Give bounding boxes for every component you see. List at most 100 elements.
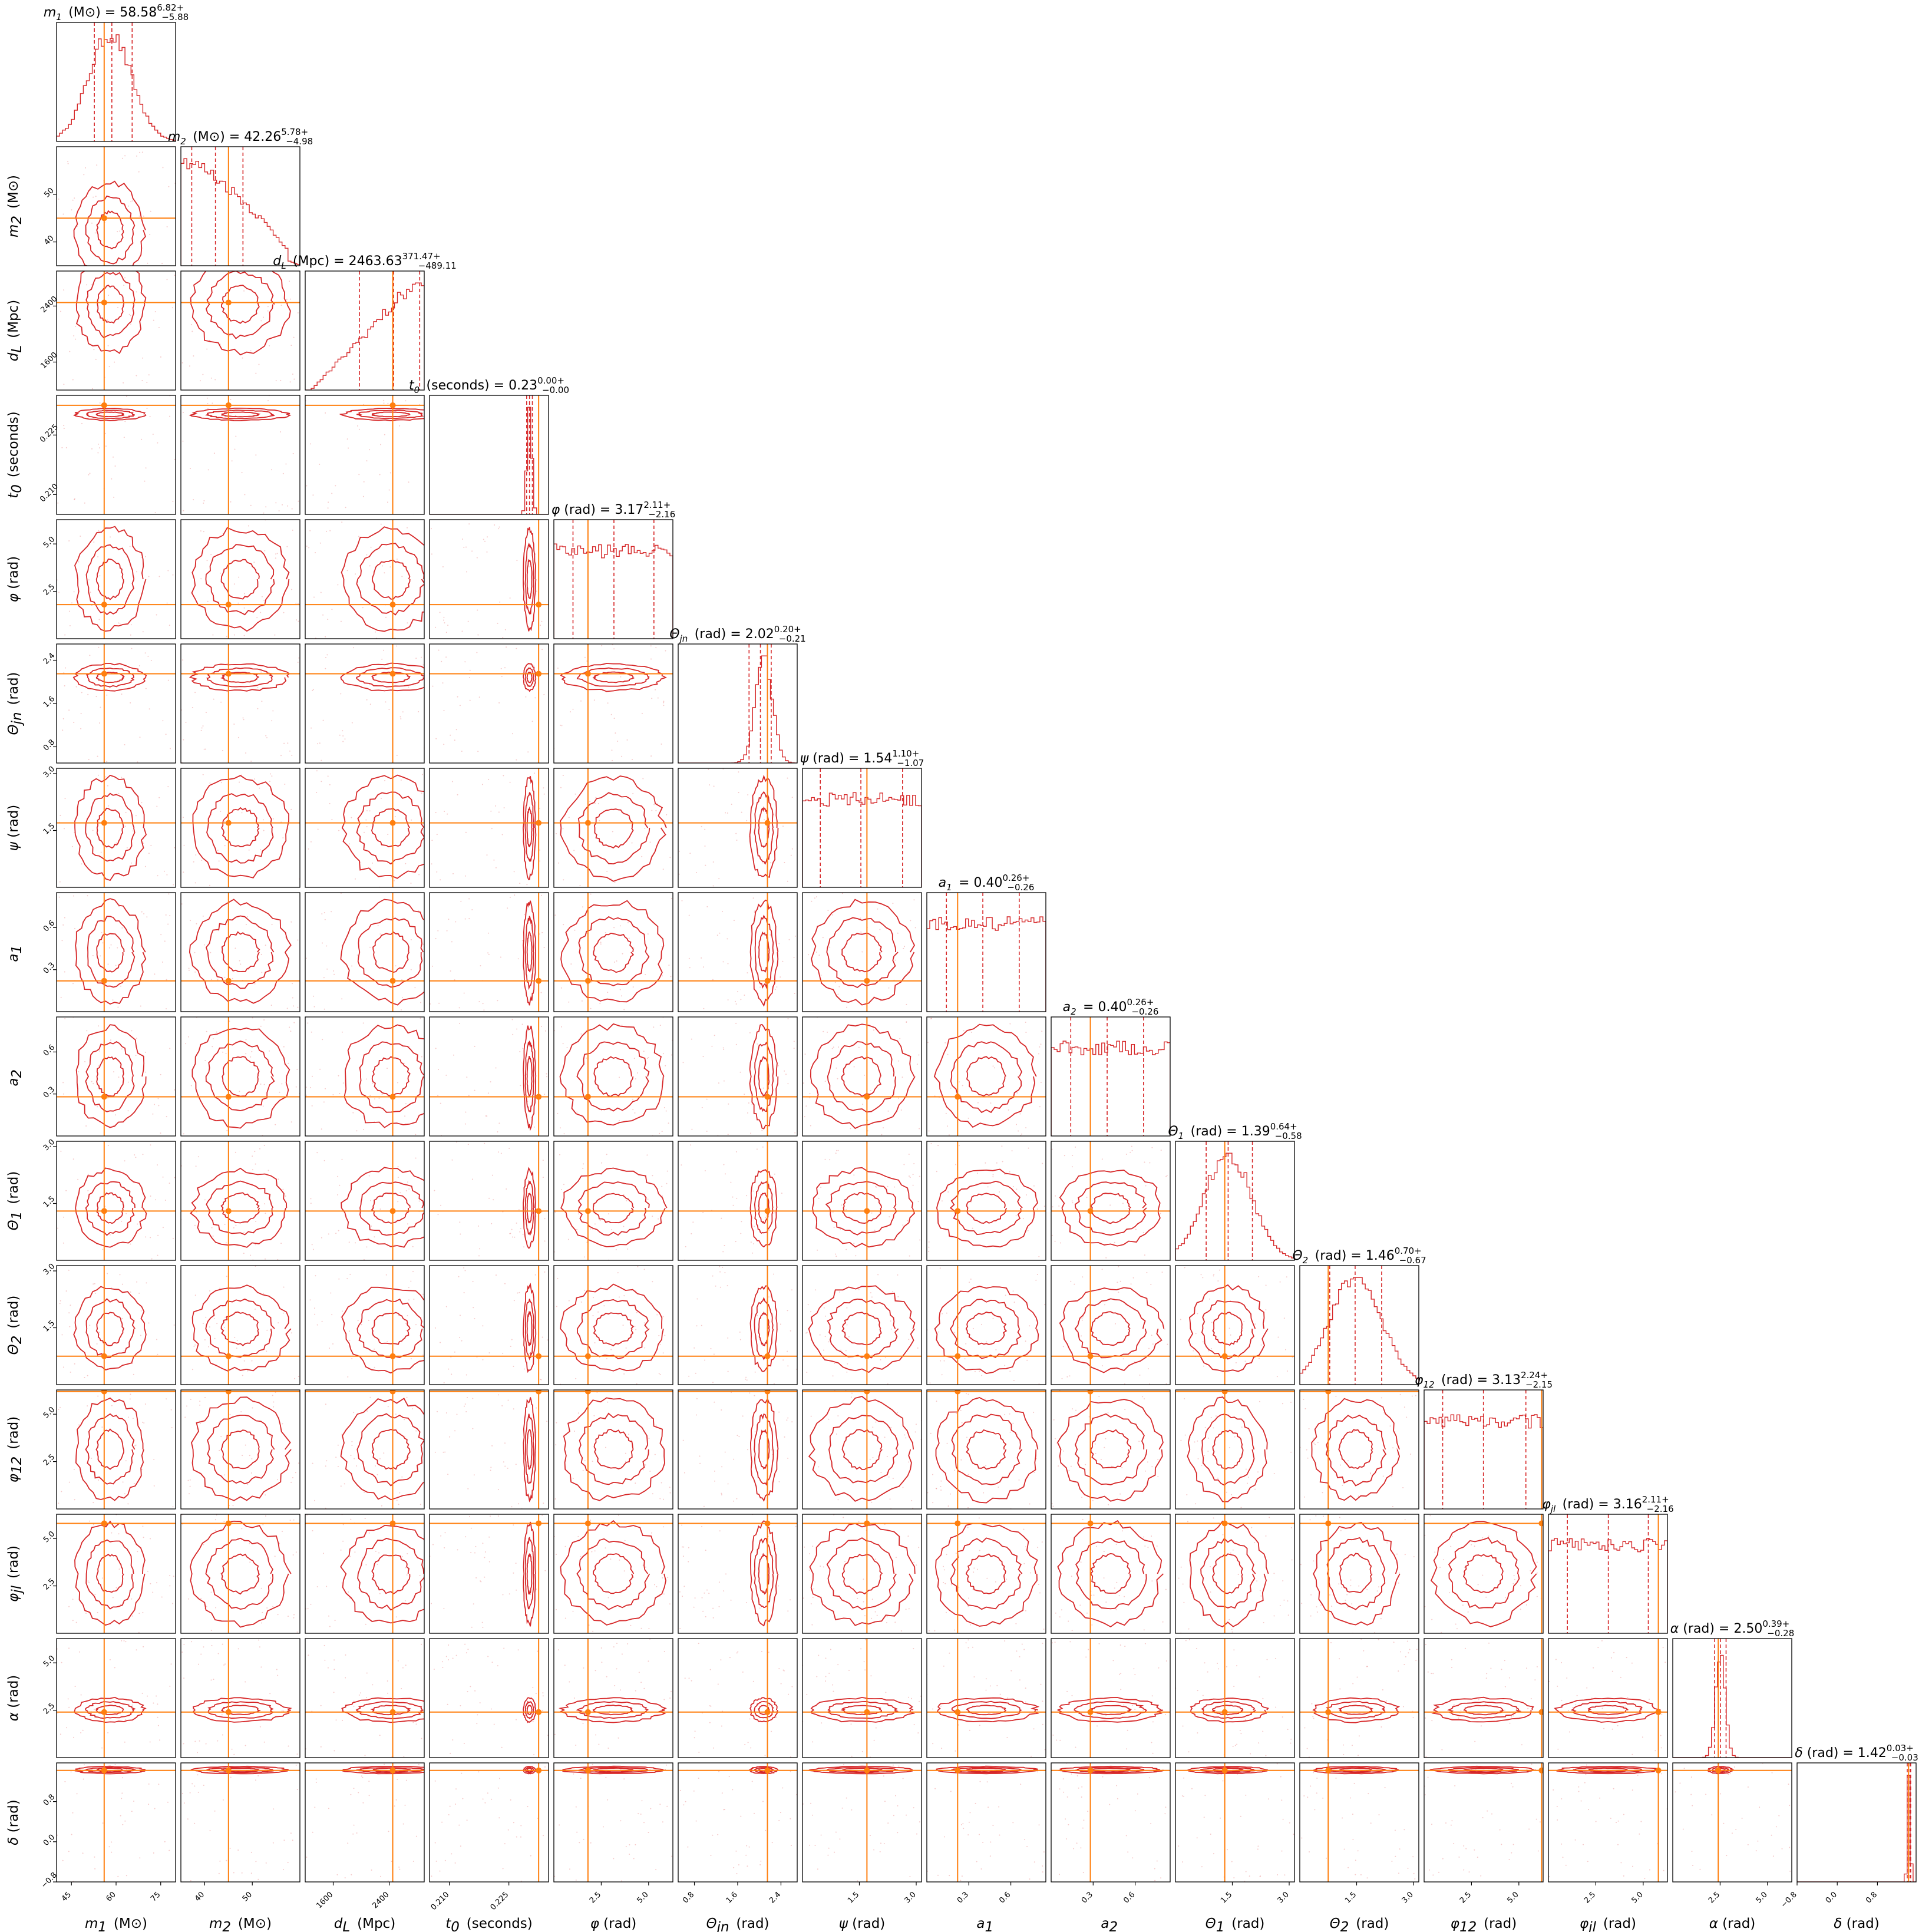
contour-level <box>1201 1700 1256 1719</box>
sample-point <box>958 1724 959 1726</box>
contour-level <box>560 1167 668 1247</box>
sample-point <box>714 1401 715 1403</box>
param-symbol: d <box>273 254 282 269</box>
sample-point <box>344 738 346 740</box>
sample-point <box>374 1236 375 1238</box>
sample-point <box>364 1491 365 1493</box>
truth-marker <box>536 820 542 826</box>
sample-point <box>706 1098 708 1100</box>
panel-frame <box>802 1265 922 1385</box>
sample-point <box>643 1687 645 1689</box>
sample-point <box>1071 1166 1073 1168</box>
sample-point <box>748 1846 750 1848</box>
sample-point <box>466 1819 468 1821</box>
sample-point <box>787 1350 788 1352</box>
sample-point <box>378 1097 380 1099</box>
param-subscript: jl <box>1550 1504 1556 1514</box>
sample-point <box>1307 1457 1309 1459</box>
sample-point <box>544 1766 546 1768</box>
sample-point <box>93 196 94 198</box>
sample-point <box>257 708 259 709</box>
sample-point <box>289 298 291 300</box>
sample-point <box>1425 1756 1427 1758</box>
sample-point <box>1312 1437 1314 1439</box>
sample-point <box>466 1076 468 1078</box>
sample-point <box>577 1535 579 1537</box>
sample-point <box>99 575 101 577</box>
sample-point <box>293 1617 295 1619</box>
sample-point <box>1033 1412 1035 1414</box>
sample-point <box>809 1097 811 1099</box>
sample-point <box>1366 1588 1368 1590</box>
contour-level <box>371 1554 411 1595</box>
sample-point <box>65 1190 67 1191</box>
sample-point <box>170 1409 172 1411</box>
sample-point <box>237 602 239 604</box>
contour-level <box>95 411 125 418</box>
sample-point <box>74 1363 75 1365</box>
sample-point <box>332 1343 333 1345</box>
sample-point <box>369 565 371 567</box>
sample-point <box>488 1561 490 1563</box>
sample-point <box>1066 1690 1068 1692</box>
sample-point <box>148 1783 150 1785</box>
sample-point <box>1632 1753 1633 1755</box>
sample-point <box>454 739 455 741</box>
sample-point <box>1055 1195 1056 1197</box>
sample-point <box>960 1459 962 1461</box>
truth-marker <box>955 1353 961 1359</box>
sample-point <box>1660 1747 1662 1749</box>
panel-frame <box>429 1265 549 1385</box>
sample-point <box>1512 1715 1514 1717</box>
sample-point <box>293 1614 295 1616</box>
sample-point <box>1290 1527 1292 1528</box>
x-tick-label: 5.0 <box>635 1890 650 1905</box>
sample-point <box>1402 1487 1404 1488</box>
sample-point <box>160 1074 161 1075</box>
sample-point <box>193 1345 195 1347</box>
contour-level <box>355 1701 424 1719</box>
sample-point <box>320 1746 322 1748</box>
contour-delta-vs-m1 <box>57 1763 176 1882</box>
sample-point <box>1236 1743 1238 1745</box>
sample-point <box>883 1775 884 1777</box>
y-tick-label: 1.5 <box>42 1194 57 1209</box>
sample-point <box>621 1880 623 1882</box>
sample-point <box>97 1106 98 1108</box>
sample-point <box>461 1340 463 1342</box>
sample-point <box>1259 1401 1260 1402</box>
sample-point <box>68 1647 70 1649</box>
contour-level <box>206 793 274 864</box>
sample-point <box>1197 1458 1199 1459</box>
sample-point <box>434 1451 436 1453</box>
sample-point <box>282 473 284 474</box>
sample-point <box>1180 1439 1182 1441</box>
sample-point <box>206 677 207 679</box>
sample-point <box>567 1239 569 1240</box>
sample-point <box>187 1036 189 1038</box>
sample-point <box>341 1582 343 1584</box>
sample-point <box>401 1476 403 1478</box>
sample-point <box>368 1532 370 1534</box>
sample-point <box>667 1577 669 1578</box>
panel-frame <box>553 1141 673 1261</box>
sample-point <box>533 1126 535 1128</box>
sample-point <box>62 1366 64 1368</box>
sample-point <box>1025 1687 1026 1689</box>
sample-point <box>306 546 308 547</box>
sample-point <box>188 969 190 971</box>
sample-point <box>167 570 169 572</box>
sample-point <box>1279 1605 1281 1606</box>
sample-point <box>744 1094 745 1095</box>
sample-point <box>154 1808 156 1809</box>
sample-point <box>159 1739 160 1741</box>
sample-point <box>203 1646 204 1648</box>
sample-point <box>892 1764 894 1766</box>
contour-level <box>1075 1413 1148 1485</box>
sample-point <box>740 999 742 1000</box>
sample-point <box>804 1116 805 1118</box>
sample-point <box>190 920 191 922</box>
panel-frame <box>180 270 300 391</box>
sample-point <box>461 751 463 752</box>
sample-point <box>388 489 390 491</box>
